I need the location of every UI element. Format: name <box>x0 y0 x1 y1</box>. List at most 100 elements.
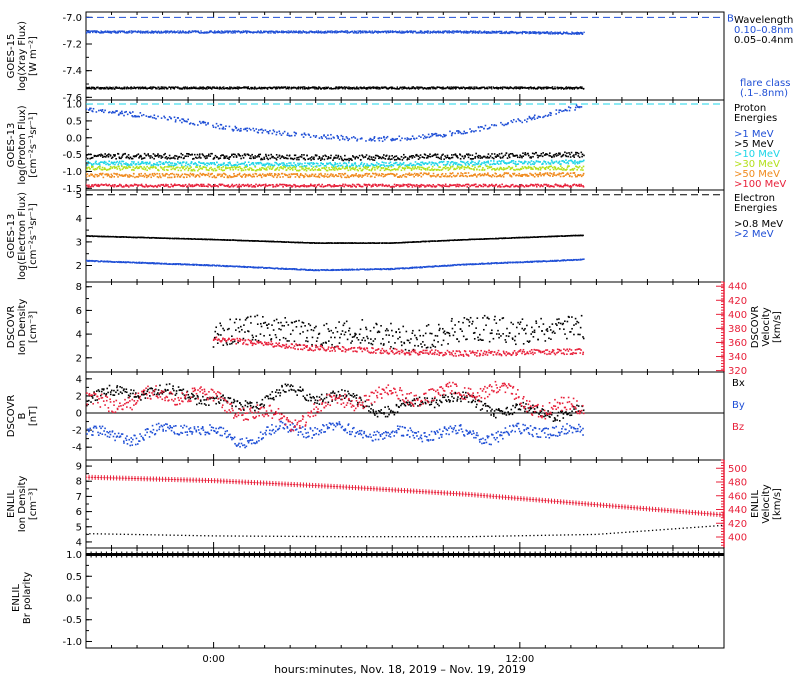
data-point <box>270 32 272 34</box>
data-point <box>370 163 373 165</box>
data-point <box>395 161 398 164</box>
data-point <box>277 184 280 187</box>
data-point <box>571 160 574 163</box>
data-point <box>157 156 160 158</box>
data-point <box>368 169 371 171</box>
data-point <box>149 116 151 118</box>
data-point <box>429 135 432 138</box>
data-point <box>399 32 401 34</box>
data-point <box>443 88 445 90</box>
data-point <box>272 86 275 88</box>
data-point <box>200 86 202 89</box>
data-point <box>242 174 245 176</box>
data-point <box>113 172 115 175</box>
data-point <box>544 31 546 34</box>
data-point <box>541 31 543 34</box>
data-point <box>106 30 109 33</box>
data-point <box>556 87 558 89</box>
data-point <box>574 109 576 111</box>
data-point <box>105 183 107 186</box>
data-point <box>298 169 301 172</box>
data-point <box>356 165 358 168</box>
data-point <box>550 112 552 115</box>
data-point <box>294 166 297 169</box>
data-point <box>186 86 188 88</box>
data-point <box>384 86 386 89</box>
data-point <box>323 32 326 34</box>
data-point <box>518 160 520 163</box>
data-point <box>336 162 339 165</box>
data-point <box>466 175 468 178</box>
data-point <box>554 88 557 90</box>
data-point <box>558 32 560 34</box>
data-point <box>412 30 415 33</box>
data-point <box>187 163 190 166</box>
data-point <box>386 135 389 138</box>
data-point <box>289 30 291 33</box>
data-point <box>334 164 336 166</box>
data-point <box>466 160 469 163</box>
data-point <box>499 87 502 90</box>
data-point <box>336 157 338 159</box>
data-point <box>366 163 368 165</box>
data-point <box>532 88 535 90</box>
data-point <box>294 176 297 178</box>
data-point <box>509 32 511 35</box>
data-point <box>161 173 164 175</box>
data-point <box>147 185 149 187</box>
data-point <box>125 166 128 168</box>
data-point <box>282 132 284 135</box>
data-layer <box>86 104 585 188</box>
data-point <box>177 117 179 119</box>
data-point <box>217 87 219 90</box>
data-point <box>365 87 368 89</box>
data-point <box>334 31 336 33</box>
data-point <box>392 164 395 167</box>
data-point <box>169 164 171 167</box>
data-point <box>472 30 475 32</box>
data-point <box>370 175 373 178</box>
legend-item-50-mev: >50 MeV <box>734 169 780 180</box>
data-point <box>427 155 430 157</box>
data-point <box>318 165 320 167</box>
data-point <box>144 86 147 88</box>
data-point <box>198 87 200 89</box>
data-point <box>152 86 155 88</box>
data-point <box>301 87 304 89</box>
data-point <box>360 159 362 161</box>
data-point <box>336 134 339 137</box>
data-point <box>502 86 504 88</box>
data-point <box>321 32 323 34</box>
data-point <box>293 162 295 164</box>
data-point <box>148 168 151 170</box>
data-point <box>412 166 414 168</box>
data-point <box>477 154 480 157</box>
data-point <box>265 155 268 158</box>
data-point <box>257 184 259 187</box>
data-point <box>215 126 217 129</box>
data-point <box>174 157 176 160</box>
data-point <box>478 169 481 171</box>
data-point <box>523 31 526 33</box>
data-point <box>339 164 342 167</box>
data-point <box>285 169 288 171</box>
data-point <box>313 185 316 188</box>
data-point <box>237 153 240 155</box>
data-point <box>110 157 113 160</box>
data-point <box>192 122 195 125</box>
data-point <box>323 185 325 188</box>
data-point <box>169 162 172 164</box>
data-point <box>490 166 493 168</box>
data-point <box>264 129 267 131</box>
data-point <box>324 164 327 167</box>
data-point <box>200 30 202 32</box>
data-point <box>250 157 252 160</box>
data-point <box>178 184 181 186</box>
data-point <box>529 86 531 89</box>
data-point <box>376 167 379 170</box>
data-point <box>246 30 248 32</box>
data-point <box>302 30 304 32</box>
data-point <box>262 87 264 89</box>
data-point <box>221 88 223 90</box>
data-point <box>229 88 231 90</box>
